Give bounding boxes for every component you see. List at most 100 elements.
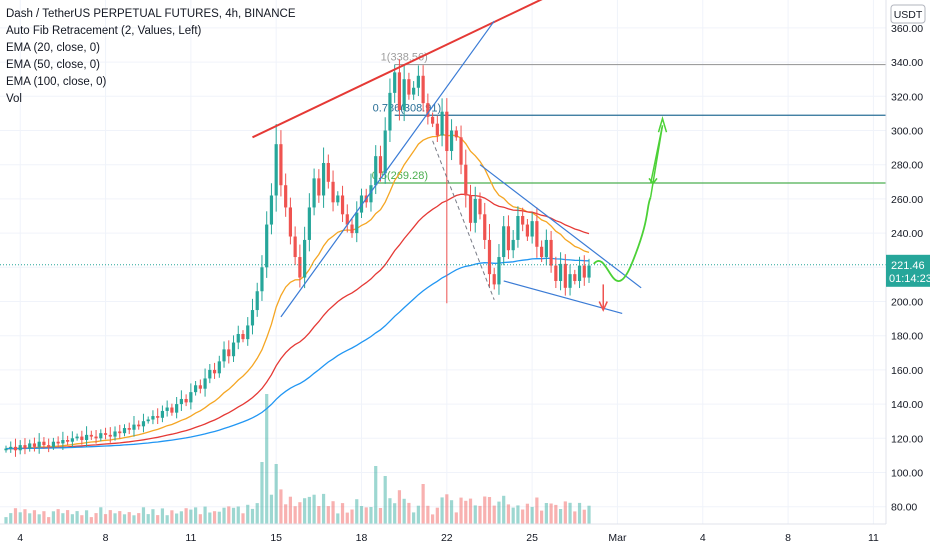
volume-bar — [255, 503, 259, 524]
volume-bar — [56, 509, 60, 524]
candle-body — [511, 239, 515, 251]
volume-bar — [170, 510, 174, 524]
price-tick-label: 300.00 — [891, 126, 923, 138]
volume-bar — [355, 499, 359, 524]
volume-bars — [4, 394, 591, 524]
volume-bar — [269, 494, 274, 524]
volume-bar — [227, 506, 231, 524]
candle-body — [255, 291, 259, 311]
volume-bar — [412, 512, 416, 524]
volume-bar — [473, 505, 477, 524]
volume-bar — [521, 509, 525, 524]
wedge-upper-line — [479, 164, 642, 289]
candle-body — [416, 75, 420, 88]
volume-bar — [236, 506, 240, 524]
candle-body — [577, 265, 582, 281]
projection-arrowhead-2 — [657, 115, 668, 133]
indicator-ema100[interactable]: EMA (100, close, 0) — [6, 76, 107, 88]
volume-bar — [487, 497, 492, 524]
volume-bar — [459, 497, 463, 524]
volume-bar — [80, 515, 84, 524]
volume-bar — [468, 498, 473, 524]
volume-bar — [416, 505, 420, 524]
candle-body — [492, 274, 496, 285]
volume-bar — [431, 514, 435, 524]
candle-body — [151, 416, 155, 420]
candle-body — [28, 443, 32, 449]
indicator-fib[interactable]: Auto Fib Retracement (2, Values, Left) — [6, 25, 202, 37]
candle-body — [260, 267, 264, 292]
volume-bar — [122, 514, 127, 524]
candle-body — [383, 130, 387, 174]
volume-bar — [573, 511, 577, 524]
candle-body — [189, 392, 193, 403]
volume-bar — [378, 508, 383, 524]
volume-bar — [298, 502, 302, 524]
price-tick-label: 360.00 — [891, 23, 923, 35]
candle-body — [236, 333, 240, 343]
volume-bar — [336, 513, 340, 524]
current-price-label: 221.46 — [891, 260, 925, 272]
volume-bar — [549, 503, 553, 524]
volume-bar — [540, 510, 544, 524]
candle-body — [288, 207, 292, 237]
candle-body — [326, 162, 330, 182]
volume-bar — [32, 510, 37, 524]
chart-title[interactable]: Dash / TetherUS PERPETUAL FUTURES, 4h, B… — [6, 8, 296, 20]
indicator-vol[interactable]: Vol — [6, 93, 22, 105]
volume-bar — [66, 510, 70, 524]
projection-curve — [593, 196, 652, 282]
candle-body — [284, 185, 288, 208]
price-tick-label: 260.00 — [891, 194, 923, 206]
price-tick-label: 200.00 — [891, 297, 923, 309]
candle-body — [137, 424, 141, 427]
price-tick-label: 120.00 — [891, 433, 923, 445]
volume-bar — [89, 517, 93, 524]
resistance-trendline — [252, 0, 543, 139]
volume-bar — [146, 514, 150, 524]
volume-bar — [160, 508, 165, 524]
candle-body — [454, 130, 458, 138]
volume-bar — [359, 506, 364, 524]
time-tick-label: 4 — [700, 532, 706, 544]
volume-bar — [279, 489, 283, 524]
time-tick-label: 8 — [103, 532, 109, 544]
volume-bar — [317, 506, 321, 524]
volume-bar — [51, 511, 55, 524]
candle-body — [298, 257, 302, 278]
time-tick-label: 22 — [441, 532, 453, 544]
projection-arrow-2 — [649, 125, 664, 184]
volume-bar — [288, 496, 292, 524]
volume-bar — [454, 512, 458, 524]
price-tick-label: 160.00 — [891, 365, 923, 377]
candle-body — [397, 72, 402, 110]
support-trendline — [280, 20, 495, 318]
candle-body — [56, 441, 60, 444]
candle-body — [80, 436, 84, 441]
volume-bar — [99, 507, 103, 524]
volume-bar — [246, 504, 250, 524]
volume-bar — [554, 504, 558, 524]
candle-body — [227, 349, 231, 357]
candle-body — [502, 226, 506, 258]
candle-body — [445, 111, 449, 152]
price-tick-label: 280.00 — [891, 160, 923, 172]
volume-bar — [331, 501, 335, 524]
volume-bar — [340, 503, 345, 524]
candle-body — [464, 164, 468, 196]
candle-body — [393, 72, 397, 93]
indicator-ema50[interactable]: EMA (50, close, 0) — [6, 59, 100, 71]
time-tick-label: 15 — [270, 532, 282, 544]
volume-bar — [151, 509, 155, 524]
candle-body — [307, 207, 311, 240]
volume-bar — [478, 505, 482, 524]
volume-bar — [350, 509, 354, 524]
candle-body — [402, 79, 406, 110]
candle-body — [563, 263, 567, 288]
volume-bar — [127, 512, 131, 524]
candle-body — [103, 433, 108, 435]
candle-body — [355, 212, 359, 234]
indicator-ema20[interactable]: EMA (20, close, 0) — [6, 42, 100, 54]
